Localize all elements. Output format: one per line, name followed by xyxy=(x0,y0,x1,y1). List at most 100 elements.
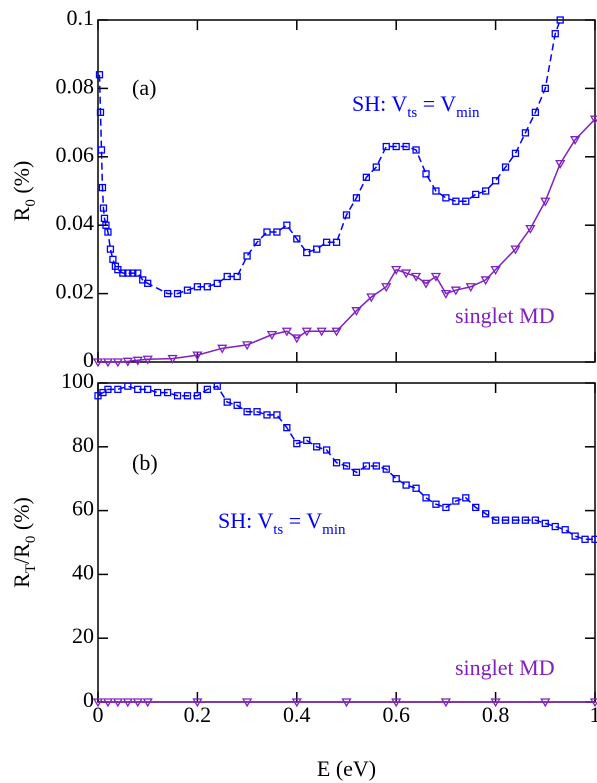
marker xyxy=(589,115,597,125)
marker xyxy=(99,204,108,212)
text-part: SH: V xyxy=(218,508,273,533)
marker xyxy=(263,228,271,236)
marker xyxy=(167,354,178,364)
panel-label: (b) xyxy=(132,450,158,475)
marker xyxy=(313,443,321,451)
marker xyxy=(521,129,530,137)
marker xyxy=(112,358,124,368)
text-part: min xyxy=(322,522,346,538)
marker xyxy=(412,484,420,492)
marker xyxy=(392,142,400,151)
text-part: singlet MD xyxy=(455,655,555,680)
marker xyxy=(450,286,461,296)
marker xyxy=(366,293,377,303)
y-tick-label: 0.02 xyxy=(56,279,95,304)
marker xyxy=(283,221,291,229)
marker xyxy=(293,235,301,243)
text-part: T xyxy=(23,564,39,573)
marker xyxy=(193,283,202,291)
marker xyxy=(342,211,351,219)
marker xyxy=(422,494,430,502)
marker xyxy=(92,358,104,368)
marker xyxy=(412,146,420,154)
marker xyxy=(173,289,182,298)
marker xyxy=(142,355,153,365)
marker xyxy=(153,388,162,397)
text-part: (%) xyxy=(9,161,34,199)
marker xyxy=(97,146,106,154)
marker xyxy=(452,497,460,505)
marker xyxy=(440,289,452,299)
y-tick-label: 0.08 xyxy=(56,73,95,98)
marker xyxy=(540,698,551,708)
marker xyxy=(581,535,589,543)
marker xyxy=(273,228,281,236)
text-part: min xyxy=(456,105,480,121)
marker xyxy=(556,16,564,24)
marker xyxy=(132,356,143,366)
marker xyxy=(192,351,203,361)
marker xyxy=(266,330,278,340)
rich-text: RT/R0 (%) xyxy=(9,497,39,588)
marker xyxy=(223,398,231,406)
marker xyxy=(253,408,261,416)
marker xyxy=(362,173,371,181)
marker xyxy=(490,266,501,275)
marker xyxy=(541,519,549,528)
marker xyxy=(100,214,109,223)
marker xyxy=(342,462,351,470)
marker xyxy=(102,698,114,708)
marker xyxy=(273,411,281,419)
rich-text: R0 (%) xyxy=(9,161,39,222)
marker xyxy=(401,269,412,279)
marker xyxy=(263,411,271,419)
y-tick-label: 100 xyxy=(61,368,94,393)
text-part: /R xyxy=(9,543,34,564)
marker xyxy=(372,163,380,171)
text-part: ts xyxy=(273,522,283,538)
marker xyxy=(144,279,152,287)
marker xyxy=(95,71,104,79)
panel-label: (a) xyxy=(132,75,156,100)
text-part: ts xyxy=(407,105,417,121)
marker xyxy=(540,197,551,207)
marker xyxy=(352,194,361,202)
marker xyxy=(440,698,452,708)
marker xyxy=(293,439,301,448)
marker xyxy=(521,516,530,524)
marker xyxy=(104,385,112,394)
marker xyxy=(163,388,172,397)
marker xyxy=(281,327,292,337)
marker xyxy=(382,465,390,473)
marker xyxy=(243,252,251,260)
marker xyxy=(480,276,491,286)
marker xyxy=(442,503,450,512)
y-tick-label: 80 xyxy=(72,432,94,457)
marker xyxy=(402,481,410,489)
marker xyxy=(134,385,142,394)
text-part: = V xyxy=(283,508,322,533)
marker xyxy=(551,30,559,38)
marker xyxy=(193,392,202,400)
marker xyxy=(213,382,221,390)
series-line xyxy=(98,19,561,295)
marker xyxy=(233,401,241,409)
marker xyxy=(241,698,253,708)
marker xyxy=(372,462,380,470)
marker xyxy=(92,698,104,708)
marker xyxy=(391,698,402,708)
marker xyxy=(291,334,302,344)
marker xyxy=(112,698,124,708)
marker xyxy=(104,228,112,236)
marker xyxy=(341,698,352,708)
marker xyxy=(589,698,597,708)
marker xyxy=(382,142,390,151)
marker xyxy=(253,238,261,246)
marker xyxy=(569,136,581,146)
marker xyxy=(134,269,142,277)
marker xyxy=(183,286,192,294)
marker xyxy=(422,170,430,178)
marker xyxy=(531,516,540,524)
